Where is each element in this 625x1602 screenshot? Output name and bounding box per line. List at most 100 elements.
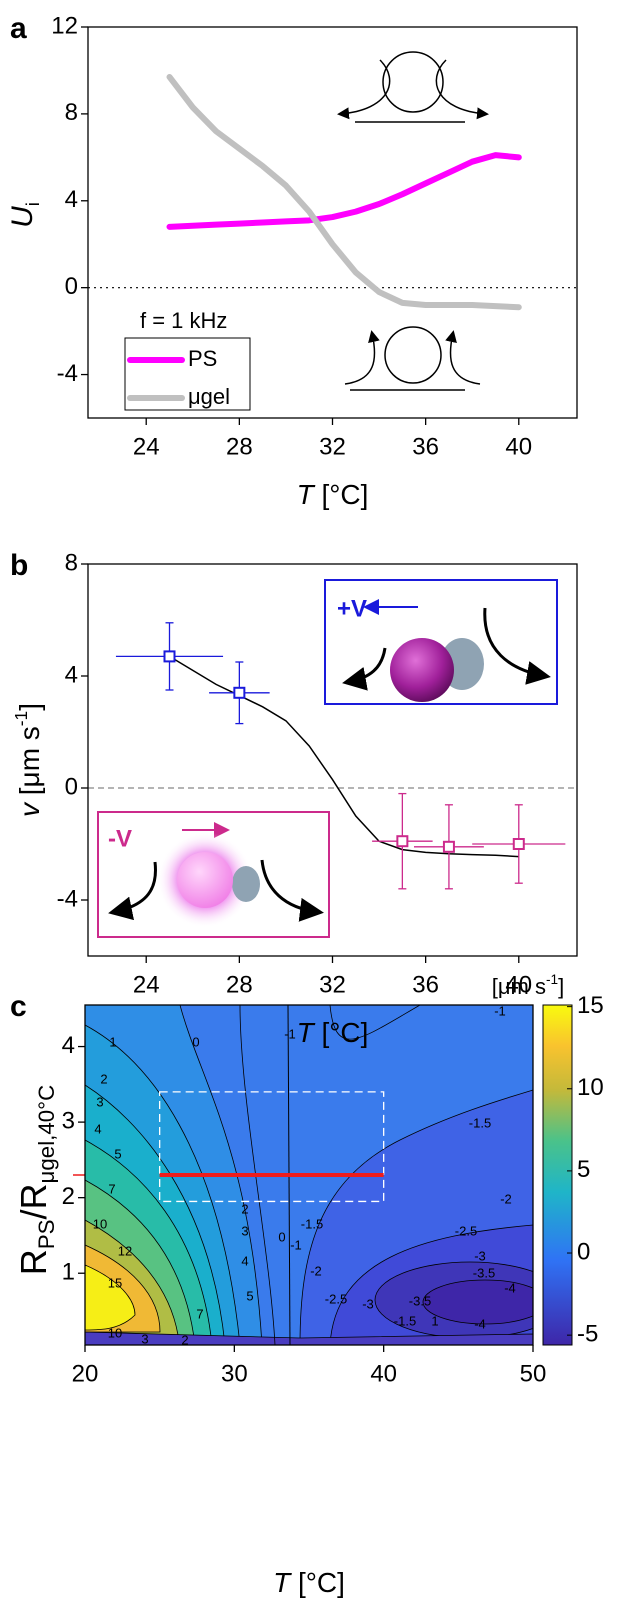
contour-label: -3 (362, 1296, 374, 1311)
y-axis-label-part: v (14, 801, 45, 817)
contour-label: -3 (474, 1248, 486, 1263)
contour-label: 0 (192, 1034, 199, 1049)
x-axis-label: T [°C] (273, 1567, 345, 1598)
panel-label: b (10, 549, 28, 582)
y-tick-label: -4 (57, 360, 78, 387)
colorbar-tick-label: 0 (577, 1238, 590, 1265)
point (442, 840, 455, 853)
contour-label: 5 (114, 1146, 121, 1161)
x-axis-label-part: T (297, 1017, 316, 1048)
contour-label: 0 (278, 1229, 285, 1244)
x-axis-label: T [°C] (297, 1017, 369, 1048)
panel-label: a (10, 12, 27, 45)
contour-label: 1 (109, 1034, 116, 1049)
contour-label: 2 (181, 1332, 188, 1347)
contour-label: 4 (241, 1253, 248, 1268)
y-axis-label-part: -1 (11, 711, 31, 726)
series-line (166, 152, 522, 230)
x-tick-label: 32 (319, 971, 346, 998)
colorbar-tick-label: -5 (577, 1320, 598, 1347)
y-tick-label: 0 (65, 273, 78, 300)
y-tick-label: 4 (65, 661, 78, 688)
highlight-box (159, 1091, 385, 1203)
contour-label: 2 (100, 1071, 107, 1086)
contour-label: 3 (96, 1094, 103, 1109)
x-tick-label: 36 (412, 433, 439, 460)
contour-label: -1.5 (394, 1313, 416, 1328)
x-tick-label: 24 (133, 971, 160, 998)
contour-label: -1 (284, 1026, 296, 1041)
y-tick-label: 4 (65, 186, 78, 213)
contour-label: -2 (310, 1263, 322, 1278)
x-axis-label-part: [°C] (314, 1017, 369, 1048)
flow-cartoon (337, 51, 489, 391)
x-axis-label-part: T (273, 1567, 292, 1598)
x-axis-label-part: [°C] (314, 479, 369, 510)
y-axis-label-part: PS (34, 1219, 59, 1249)
plot-frame (84, 1004, 534, 1346)
colorbar-tick-label: 10 (577, 1074, 604, 1101)
y-axis-label-part: [μm s (14, 726, 45, 803)
inset-negative: -V (97, 811, 330, 938)
inset-positive: +V (324, 579, 558, 705)
point (233, 686, 246, 699)
contour-label: -1 (494, 1003, 506, 1018)
y-axis-label-part: U (6, 206, 39, 228)
y-axis-label-part: μgel,40°C (34, 1085, 59, 1184)
y-tick-label: 3 (62, 1107, 75, 1134)
contour-label: 4 (94, 1121, 101, 1136)
colorbar-tick-label: 5 (577, 1156, 590, 1183)
contour-label: -4 (474, 1316, 486, 1331)
y-tick-label: 8 (65, 99, 78, 126)
contour-label: 7 (196, 1306, 203, 1321)
series-line (166, 73, 522, 311)
colorbar-tick-label: 15 (577, 992, 604, 1019)
x-tick-label: 24 (133, 433, 160, 460)
y-axis-label: v [μm s-1] (11, 703, 46, 817)
y-tick-label: 0 (65, 773, 78, 800)
x-tick-label: 28 (226, 971, 253, 998)
x-tick-label: 40 (370, 1360, 397, 1387)
annotation: +V (337, 595, 367, 622)
x-tick-label: 40 (505, 433, 532, 460)
colorbar (542, 1004, 573, 1346)
contour-label: -2 (500, 1191, 512, 1206)
x-tick-label: 30 (221, 1360, 248, 1387)
y-axis-label-part: i (22, 202, 43, 206)
contour-label: -3.5 (473, 1265, 495, 1280)
y-axis-label: RPS/Rμgel,40°C (13, 1085, 60, 1275)
point (512, 838, 525, 850)
colorbar-label: [μm s-1] (492, 972, 564, 999)
y-axis-label-part: /R (13, 1183, 54, 1219)
x-tick-label: 32 (319, 433, 346, 460)
x-axis-label-part: T (297, 479, 316, 510)
y-tick-label: 2 (62, 1183, 75, 1210)
contour-label: 3 (141, 1331, 148, 1346)
legend-label: μgel (188, 384, 230, 409)
x-tick-label: 40 (505, 971, 532, 998)
y-tick-label: -4 (57, 885, 78, 912)
annotation: -V (108, 825, 132, 852)
y-axis-label-part: R (13, 1249, 54, 1275)
colorbar-label-part: -1 (546, 972, 558, 987)
panel-label: c (10, 990, 27, 1023)
contour-label: 12 (118, 1243, 132, 1258)
y-tick-label: 12 (51, 12, 78, 39)
contour-label: -1.5 (469, 1115, 491, 1130)
contour-label: -2.5 (455, 1223, 477, 1238)
contour-label: 2 (241, 1201, 248, 1216)
contour-label: 7 (108, 1181, 115, 1196)
legend-title: f = 1 kHz (140, 308, 227, 333)
contour-label: -3.5 (409, 1293, 431, 1308)
x-tick-label: 50 (520, 1360, 547, 1387)
point (163, 650, 176, 663)
contour-label: -2.5 (325, 1291, 347, 1306)
colorbar-label-part: ] (558, 974, 564, 999)
contour-label: 1 (431, 1313, 438, 1328)
legend-label: PS (188, 346, 217, 371)
y-axis-label: Ui (6, 202, 43, 228)
contour-label: 3 (241, 1223, 248, 1238)
colorbar-label-part: [μm s (492, 974, 546, 999)
point (396, 835, 409, 848)
